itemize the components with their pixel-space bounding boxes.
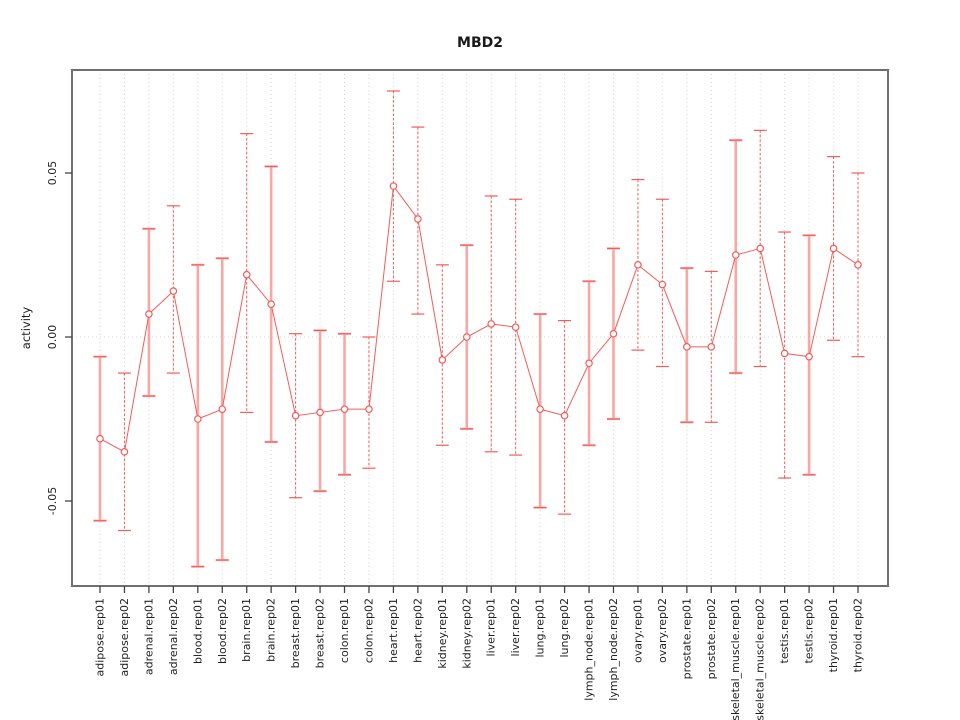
x-tick-label: lymph_node.rep02 [607,598,620,701]
data-point [683,343,691,351]
data-point [780,349,789,358]
data-point [707,343,716,351]
x-tick-label: prostate.rep02 [705,598,718,679]
plot-border [71,69,889,587]
x-tick-label: adipose.rep01 [94,598,107,677]
data-point [805,352,813,361]
x-tick-label: heart.rep02 [411,598,424,663]
data-point [389,182,398,190]
series-line [99,184,859,453]
x-tick-label: prostate.rep01 [680,598,693,679]
data-point [96,434,104,443]
data-point [340,405,349,413]
x-tick-label: adrenal.rep02 [167,598,180,675]
data-point [829,244,838,253]
x-tick-label: thyroid.rep02 [852,598,865,672]
data-point [658,280,667,289]
data-point [267,300,275,309]
x-tick-label: blood.rep02 [216,598,229,664]
data-point [560,411,569,420]
x-tick-label: colon.rep02 [362,598,375,663]
x-tick-label: ovary.rep02 [656,598,669,663]
x-tick-label: skeletal_muscle.rep01 [729,598,742,720]
data-point [487,320,496,328]
data-point [634,261,642,269]
y-axis-label: activity [19,307,33,350]
x-tick-label: thyroid.rep01 [827,598,840,672]
data-point [511,323,520,331]
x-tick-label: kidney.rep01 [436,598,449,669]
data-point [145,310,153,318]
data-point [585,359,593,368]
x-tick-label: liver.rep02 [509,598,522,656]
x-tick-label: lung.rep02 [558,598,571,658]
x-tick-label: breast.rep01 [289,598,302,668]
data-point [438,356,447,364]
x-tick-label: adrenal.rep01 [142,598,155,675]
data-point [854,261,862,269]
x-tick-label: lymph_node.rep01 [583,598,596,701]
data-point [414,215,422,223]
x-tick-label: skeletal_muscle.rep02 [754,598,767,720]
data-point [756,244,764,253]
data-point [731,251,740,259]
x-tick-label: testis.rep01 [778,598,791,663]
x-tick-label: heart.rep01 [387,598,400,663]
x-tick-label: colon.rep01 [338,598,351,663]
data-point [365,405,373,413]
data-point [462,333,471,341]
x-tick-label: lung.rep01 [534,598,547,658]
y-tick-label: 0.05 [46,161,59,186]
chart-title: MBD2 [457,35,503,51]
x-tick-label: blood.rep01 [191,598,204,664]
data-point [609,329,618,338]
x-tick-label: breast.rep02 [314,598,327,668]
data-point [120,447,129,456]
x-tick-label: adipose.rep02 [118,598,131,677]
data-point [242,270,251,279]
x-tick-label: testis.rep02 [803,598,816,663]
axis-layer: -0.05 0.00 0.05 adipose.rep01 adipose.rep02 a… [46,69,889,720]
data-point [291,411,300,420]
x-tick-label: kidney.rep02 [460,598,473,669]
data-point [194,415,202,423]
data-point [218,405,227,413]
data-point [316,408,324,417]
x-tick-label: liver.rep01 [485,598,498,656]
data-point [169,287,178,295]
x-tick-label: brain.rep02 [265,598,278,662]
data-point [536,405,544,413]
x-tick-label: brain.rep01 [240,598,253,662]
grid-layer [72,70,888,586]
y-tick-label: 0.00 [46,325,59,350]
x-tick-label: ovary.rep01 [631,598,644,663]
y-tick-label: -0.05 [46,487,59,515]
data-layer [93,90,865,568]
